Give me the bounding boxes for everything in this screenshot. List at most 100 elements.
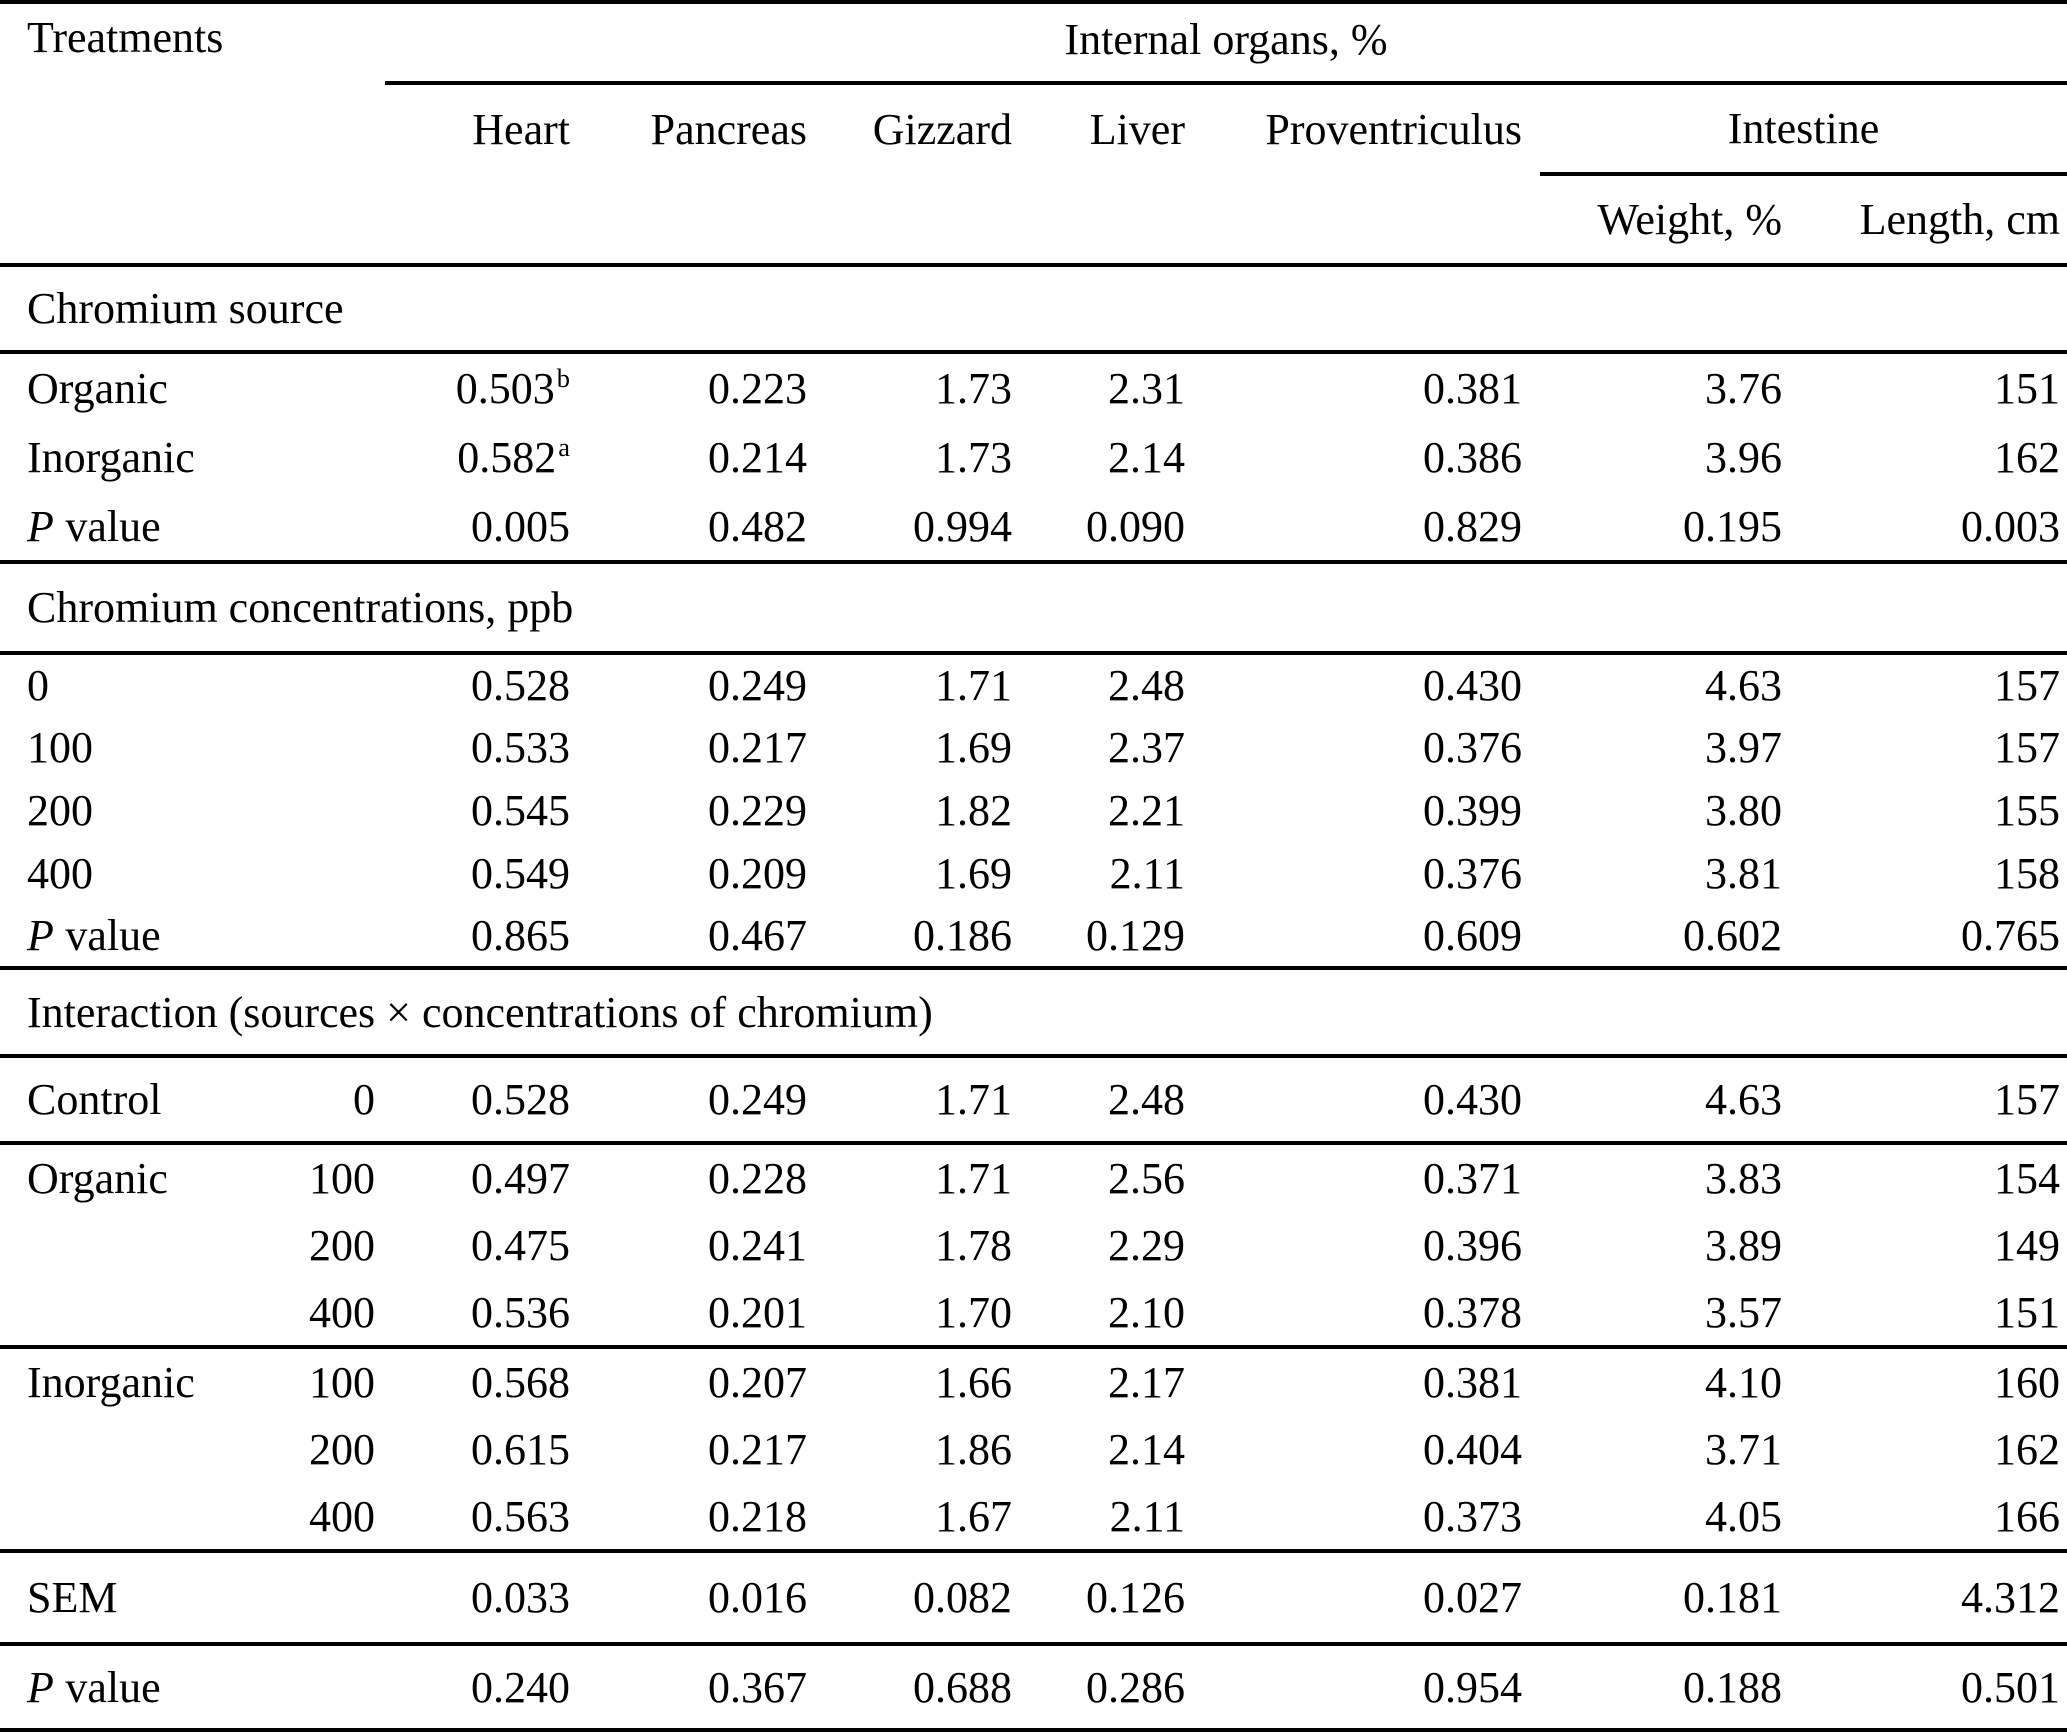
cell-pancreas: 0.207	[708, 1357, 807, 1407]
col-header-liver: Liver	[1089, 105, 1185, 154]
col-group-internal-organs: Internal organs, %	[385, 2, 2067, 85]
cell-conc	[305, 779, 385, 842]
cell-intestine-length: 0.003	[1961, 501, 2060, 551]
cell-gizzard: 1.86	[935, 1424, 1012, 1474]
cell-proventriculus: 0.386	[1423, 432, 1522, 482]
header-row-organs: Heart Pancreas Gizzard Liver Proventricu…	[0, 83, 2067, 176]
cell-label: Inorganic	[27, 1357, 195, 1407]
cell-conc: 0	[353, 1075, 375, 1124]
cell-pancreas: 0.217	[708, 1424, 807, 1474]
cell-proventriculus: 0.396	[1423, 1220, 1522, 1270]
cell-liver: 0.126	[1086, 1573, 1185, 1622]
cell-liver: 2.56	[1108, 1153, 1185, 1203]
significance-superscript: a	[558, 431, 570, 462]
cell-liver: 2.29	[1108, 1220, 1185, 1270]
cell-intestine-weight: 4.10	[1705, 1357, 1782, 1407]
col-header-gizzard: Gizzard	[872, 105, 1012, 154]
cell-intestine-weight: 4.63	[1705, 1075, 1782, 1124]
cell-intestine-weight: 3.57	[1705, 1287, 1782, 1337]
cell-conc	[305, 1644, 385, 1730]
section-title: Interaction (sources × concentrations of…	[27, 987, 933, 1037]
cell-pancreas: 0.016	[708, 1573, 807, 1622]
cell-heart: 0.545	[471, 786, 570, 835]
section-title: Chromium concentrations, ppb	[27, 583, 574, 632]
cell-heart: 0.536	[471, 1287, 570, 1337]
cell-gizzard: 1.66	[935, 1357, 1012, 1407]
col-header-proventriculus: Proventriculus	[1265, 105, 1522, 154]
cell-pancreas: 0.249	[708, 1075, 807, 1124]
cell-intestine-length: 155	[1994, 786, 2060, 835]
cell-intestine-weight: 3.96	[1705, 432, 1782, 482]
cell-liver: 2.31	[1108, 363, 1185, 413]
cell-label: 400	[27, 849, 93, 898]
cell-label: 200	[27, 786, 93, 835]
table-header: Treatments Internal organs, % Heart Panc…	[0, 2, 2067, 267]
cell-liver: 0.286	[1086, 1662, 1185, 1712]
cell-intestine-length: 166	[1994, 1491, 2060, 1541]
cell-heart: 0.528	[471, 1075, 570, 1124]
cell-intestine-weight: 3.76	[1705, 363, 1782, 413]
cell-intestine-length: 151	[1994, 363, 2060, 413]
col-header-pancreas: Pancreas	[650, 105, 807, 154]
col-header-intestine-weight: Weight, %	[1597, 195, 1782, 244]
cell-label	[0, 1483, 305, 1551]
cell-pancreas: 0.229	[708, 786, 807, 835]
cell-conc	[305, 1551, 385, 1644]
cell-intestine-length: 158	[1994, 849, 2060, 898]
cell-conc	[305, 653, 385, 716]
cell-gizzard: 0.994	[913, 501, 1012, 551]
cell-conc: 200	[309, 1424, 375, 1474]
cell-proventriculus: 0.381	[1423, 363, 1522, 413]
cell-gizzard: 0.082	[913, 1573, 1012, 1622]
cell-pancreas: 0.241	[708, 1220, 807, 1270]
cell-intestine-length: 4.312	[1961, 1573, 2060, 1622]
cell-label: Organic	[27, 1153, 168, 1203]
cell-liver: 2.14	[1108, 432, 1185, 482]
row-interaction-organic-100: Organic 100 0.497 0.228 1.71 2.56 0.371 …	[0, 1143, 2067, 1211]
cell-label	[0, 1415, 305, 1483]
col-header-intestine-length: Length, cm	[1859, 195, 2060, 244]
row-interaction-organic-400: 400 0.536 0.201 1.70 2.10 0.378 3.57 151	[0, 1279, 2067, 1347]
cell-gizzard: 0.186	[913, 911, 1012, 960]
cell-gizzard: 1.69	[935, 723, 1012, 772]
cell-gizzard: 1.82	[935, 786, 1012, 835]
cell-pancreas: 0.218	[708, 1491, 807, 1541]
cell-heart: 0.033	[471, 1573, 570, 1622]
cell-conc: 400	[309, 1491, 375, 1541]
col-group-intestine: Intestine	[1540, 83, 2067, 176]
section-chromium-concentrations: Chromium concentrations, ppb	[0, 562, 2067, 653]
p-italic: P	[27, 911, 54, 960]
cell-conc	[305, 842, 385, 905]
cell-pancreas: 0.228	[708, 1153, 807, 1203]
cell-heart: 0.563	[471, 1491, 570, 1541]
cell-label: Control	[27, 1075, 162, 1124]
header-spacer	[385, 174, 1540, 265]
row-interaction-inorganic-200: 200 0.615 0.217 1.86 2.14 0.404 3.71 162	[0, 1415, 2067, 1483]
cell-liver: 2.17	[1108, 1357, 1185, 1407]
row-conc-100: 100 0.533 0.217 1.69 2.37 0.376 3.97 157	[0, 716, 2067, 779]
cell-label	[0, 1279, 305, 1347]
cell-proventriculus: 0.376	[1423, 723, 1522, 772]
cell-intestine-length: 154	[1994, 1153, 2060, 1203]
cell-pancreas: 0.214	[708, 432, 807, 482]
cell-pancreas: 0.209	[708, 849, 807, 898]
col-header-heart: Heart	[472, 105, 570, 154]
cell-proventriculus: 0.404	[1423, 1424, 1522, 1474]
cell-pancreas: 0.217	[708, 723, 807, 772]
cell-pancreas: 0.223	[708, 363, 807, 413]
cell-liver: 2.48	[1108, 661, 1185, 710]
cell-conc	[305, 352, 385, 422]
row-conc-0: 0 0.528 0.249 1.71 2.48 0.430 4.63 157	[0, 653, 2067, 716]
cell-gizzard: 1.71	[935, 661, 1012, 710]
cell-intestine-weight: 3.83	[1705, 1153, 1782, 1203]
cell-heart: 0.533	[471, 723, 570, 772]
cell-heart: 0.549	[471, 849, 570, 898]
cell-intestine-weight: 0.188	[1683, 1662, 1782, 1712]
cell-intestine-weight: 3.81	[1705, 849, 1782, 898]
